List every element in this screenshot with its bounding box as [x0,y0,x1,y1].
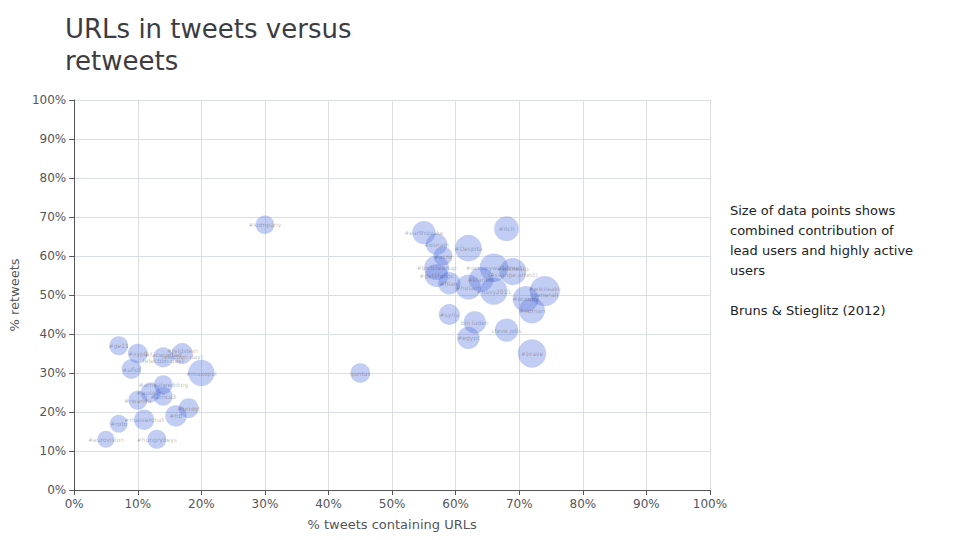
svg-text:(election day): (election day) [162,353,203,361]
svg-text:#aflof: #aflof [122,366,141,373]
svg-text:#bictcleanup: #bictcleanup [417,264,457,272]
svg-text:URLs in tweets versus: URLs in tweets versus [65,14,351,44]
svg-text:40%: 40% [315,497,342,511]
svg-text:#nornan: #nornan [519,307,545,314]
svg-text:#kompany: #kompany [249,221,282,229]
svg-text:30%: 30% [40,366,67,380]
svg-text:#occupy: #occupy [512,295,539,303]
svg-text:40%: 40% [40,327,67,341]
svg-text:0%: 0% [65,497,84,511]
svg-text:50%: 50% [379,497,406,511]
svg-text:#earthquake: #earthquake [404,229,444,237]
svg-text:70%: 70% [40,210,67,224]
svg-text:0%: 0% [47,483,66,497]
svg-text:#getlifongs: #getlifongs [419,272,454,280]
svg-text:50%: 50% [40,288,67,302]
svg-text:#eurovision: #eurovision [88,436,124,443]
svg-text:#osnam: #osnam [424,241,449,248]
svg-text:20%: 20% [188,497,215,511]
svg-text:#syria: #syria [440,311,460,319]
svg-text:#acro: #acro [434,253,452,260]
svg-text:#ge11: #ge11 [109,342,129,350]
svg-text:60%: 60% [442,497,469,511]
svg-text:#wikileaks: #wikileaks [528,284,561,292]
svg-text:100%: 100% [693,497,727,511]
svg-text:Size of data points shows: Size of data points shows [730,203,896,218]
svg-text:#hungrybeys: #hungrybeys [137,436,177,444]
svg-text:#egypt: #egypt [457,334,480,342]
svg-text:70%: 70% [506,497,533,511]
svg-text:#filani: #filani [439,279,460,287]
svg-text:users: users [730,263,765,278]
svg-text:#arrivalwedding: #arrivalwedding [138,381,188,389]
svg-text:30%: 30% [252,497,279,511]
svg-text:#husam: #husam [455,283,481,291]
svg-text:#masserchat: #masserchat [124,416,165,423]
svg-text:80%: 80% [570,497,597,511]
svg-text:10%: 10% [40,444,67,458]
svg-text:Bruns & Stieglitz (2012): Bruns & Stieglitz (2012) [730,303,886,318]
svg-text:combined contribution of: combined contribution of [730,223,894,238]
svg-text:#itch: #itch [498,225,514,232]
svg-text:#roto: #roto [110,420,127,427]
svg-text:90%: 90% [633,497,660,511]
svg-text:#bridgt: #bridgt [177,405,201,413]
svg-text:retweets: retweets [65,46,178,76]
svg-text:#africa3: #africa3 [150,393,176,400]
svg-text:10%: 10% [124,497,151,511]
svg-text:#feldstein: #feldstein [166,347,198,354]
svg-text:90%: 90% [40,132,67,146]
svg-text:(general): (general) [530,290,559,298]
svg-text:#xyp8: #xyp8 [127,350,148,357]
svg-text:100%: 100% [32,93,66,107]
svg-text:bin laden: bin laden [461,319,489,326]
svg-text:#maxopol: #maxopol [186,370,217,378]
svg-text:steve jobs: steve jobs [491,327,522,335]
svg-text:(Assange arrest): (Assange arrest) [488,271,537,279]
svg-text:#rwanda: #rwanda [124,397,152,404]
svg-text:80%: 80% [40,171,67,185]
svg-text:qantas: qantas [350,370,370,378]
svg-text:#navy2011: #navy2011 [476,288,511,296]
svg-text:#fdl: #fdl [170,412,183,419]
svg-text:20%: 20% [40,405,67,419]
svg-text:lead users and highly active: lead users and highly active [730,243,913,258]
svg-text:#klariets: #klariets [467,275,495,283]
svg-text:% retweets: % retweets [7,258,22,331]
svg-text:#brave: #brave [521,350,544,357]
svg-text:% tweets containing URLs: % tweets containing URLs [307,517,476,532]
svg-text:60%: 60% [40,249,67,263]
svg-text:#wikileaks: #wikileaks [496,265,530,273]
svg-text:#Oespita: #Oespita [454,245,482,253]
